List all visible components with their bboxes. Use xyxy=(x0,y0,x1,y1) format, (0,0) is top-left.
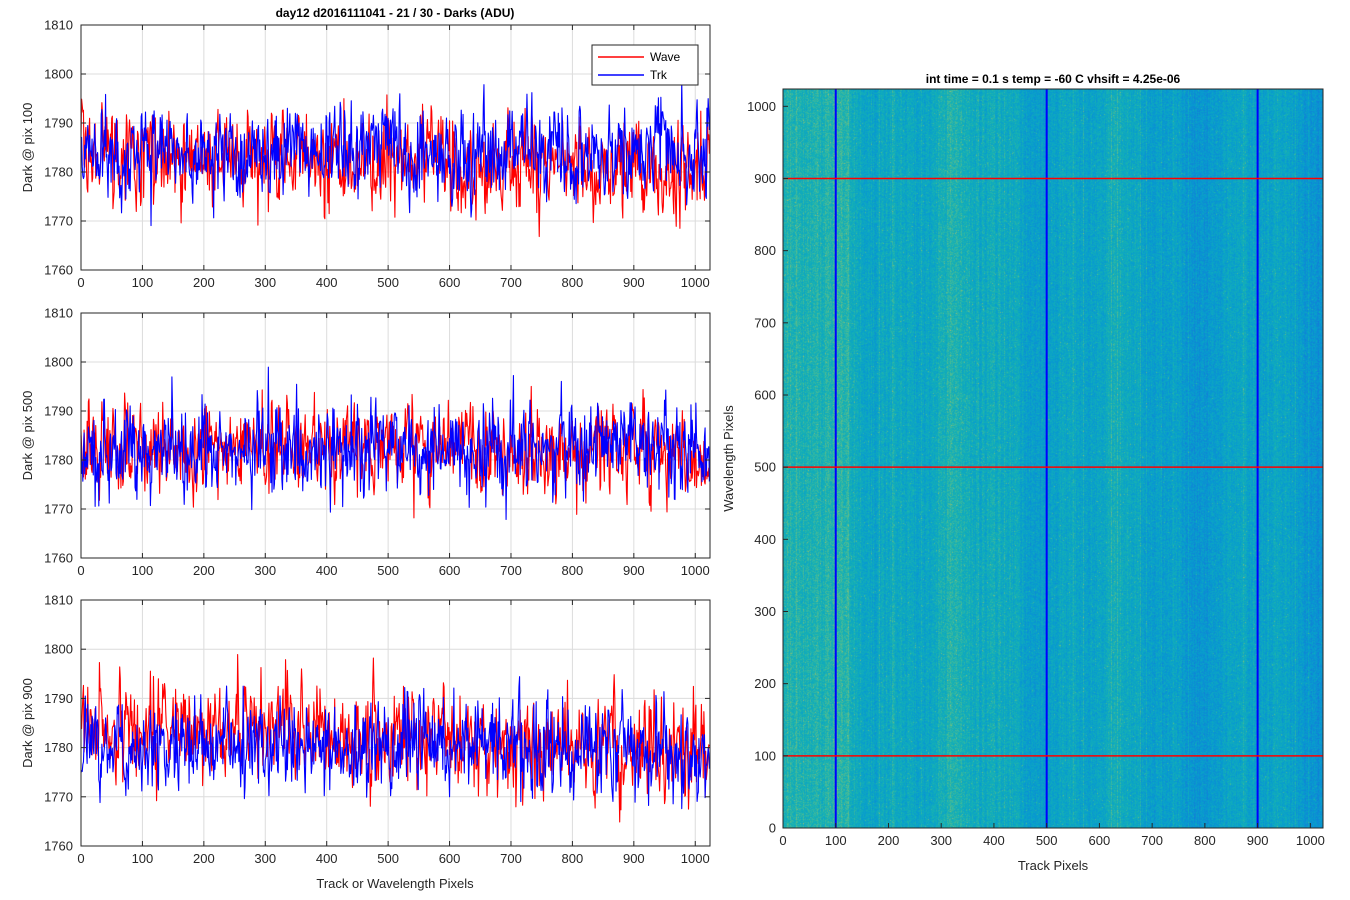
x-tick-label: 200 xyxy=(193,563,215,578)
x-tick-label: 300 xyxy=(254,851,276,866)
x-tick-label: 300 xyxy=(254,563,276,578)
series-line-trk xyxy=(80,80,710,227)
x-tick-label: 0 xyxy=(77,563,84,578)
y-tick-label: 1790 xyxy=(44,404,73,419)
y-tick-label: 1810 xyxy=(44,306,73,321)
y-tick-label: 800 xyxy=(754,243,776,258)
y-axis-label: Wavelength Pixels xyxy=(721,405,736,512)
y-tick-label: 1770 xyxy=(44,789,73,804)
x-tick-label: 200 xyxy=(193,851,215,866)
line-panel-pix-900: 0 100 200 300 400 500 600 700 800 900 1000 1760 1770… xyxy=(20,593,711,891)
legend-label-wave: Wave xyxy=(650,50,681,64)
x-tick-label: 400 xyxy=(316,275,338,290)
y-tick-label: 600 xyxy=(754,387,776,402)
y-tick-label: 1760 xyxy=(44,839,73,854)
x-tick-label: 500 xyxy=(377,851,399,866)
line-panel-pix-100: day12 d2016111041 - 21 / 30 - Darks (ADU… xyxy=(20,6,711,290)
x-tick-label: 700 xyxy=(500,851,522,866)
x-tick-label: 0 xyxy=(77,851,84,866)
y-tick-label: 1770 xyxy=(44,214,73,229)
series-line-trk xyxy=(80,366,710,520)
x-tick-label: 100 xyxy=(132,563,154,578)
x-axis-label: Track or Wavelength Pixels xyxy=(316,876,474,891)
figure-title: day12 d2016111041 - 21 / 30 - Darks (ADU… xyxy=(276,6,515,20)
x-tick-label: 900 xyxy=(623,851,645,866)
y-tick-label: 1770 xyxy=(44,502,73,517)
y-tick-label: 1810 xyxy=(44,593,73,608)
x-tick-label: 0 xyxy=(77,275,84,290)
y-tick-label: 700 xyxy=(754,315,776,330)
x-tick-label: 800 xyxy=(562,563,584,578)
x-tick-label: 900 xyxy=(623,563,645,578)
axes-box xyxy=(80,24,711,271)
x-tick-label: 400 xyxy=(316,563,338,578)
y-tick-label: 1780 xyxy=(44,453,73,468)
y-tick-label: 1780 xyxy=(44,165,73,180)
x-axis-label: Track Pixels xyxy=(1018,858,1089,873)
x-tick-label: 900 xyxy=(1247,833,1269,848)
axes-box xyxy=(80,312,711,559)
x-tick-label: 1000 xyxy=(1296,833,1325,848)
y-axis-label: Dark @ pix 100 xyxy=(20,103,35,193)
x-tick-label: 900 xyxy=(623,275,645,290)
x-tick-label: 100 xyxy=(132,275,154,290)
y-tick-label: 1000 xyxy=(747,99,776,114)
legend-label-trk: Trk xyxy=(650,68,668,82)
x-tick-label: 1000 xyxy=(681,563,710,578)
x-tick-label: 300 xyxy=(930,833,952,848)
axes-box xyxy=(80,599,711,847)
x-tick-label: 1000 xyxy=(681,275,710,290)
y-tick-label: 500 xyxy=(754,460,776,475)
x-tick-label: 600 xyxy=(439,563,461,578)
axes-box xyxy=(782,88,1324,829)
x-tick-label: 800 xyxy=(562,851,584,866)
x-tick-label: 400 xyxy=(316,851,338,866)
y-tick-label: 1790 xyxy=(44,116,73,131)
y-tick-label: 1790 xyxy=(44,691,73,706)
heatmap-title: int time = 0.1 s temp = -60 C vhsift = 4… xyxy=(926,72,1181,86)
y-tick-label: 100 xyxy=(754,748,776,763)
x-tick-label: 600 xyxy=(1089,833,1111,848)
y-tick-label: 1760 xyxy=(44,551,73,566)
y-axis-label: Dark @ pix 900 xyxy=(20,678,35,768)
x-tick-label: 700 xyxy=(1141,833,1163,848)
x-tick-label: 1000 xyxy=(681,851,710,866)
y-tick-label: 0 xyxy=(769,821,776,836)
x-tick-label: 200 xyxy=(193,275,215,290)
y-tick-label: 300 xyxy=(754,604,776,619)
y-tick-label: 200 xyxy=(754,676,776,691)
x-tick-label: 500 xyxy=(377,563,399,578)
x-tick-label: 600 xyxy=(439,275,461,290)
series-line-wave xyxy=(80,654,710,823)
x-tick-label: 700 xyxy=(500,275,522,290)
y-tick-label: 1810 xyxy=(44,18,73,33)
x-tick-label: 700 xyxy=(500,563,522,578)
y-tick-label: 400 xyxy=(754,532,776,547)
x-tick-label: 0 xyxy=(779,833,786,848)
x-tick-label: 600 xyxy=(439,851,461,866)
series-line-trk xyxy=(80,676,710,810)
x-tick-label: 500 xyxy=(1036,833,1058,848)
line-panel-pix-500: 0 100 200 300 400 500 600 700 800 900 1000 1760 1770… xyxy=(20,306,711,578)
heatmap-image xyxy=(783,89,1323,828)
x-tick-label: 800 xyxy=(562,275,584,290)
x-tick-label: 300 xyxy=(254,275,276,290)
y-axis-label: Dark @ pix 500 xyxy=(20,391,35,481)
y-tick-label: 900 xyxy=(754,171,776,186)
legend-box xyxy=(591,44,699,86)
legend: Wave Trk xyxy=(591,44,699,86)
x-tick-label: 400 xyxy=(983,833,1005,848)
x-tick-label: 100 xyxy=(132,851,154,866)
y-tick-label: 1780 xyxy=(44,740,73,755)
x-tick-label: 500 xyxy=(377,275,399,290)
x-tick-label: 200 xyxy=(878,833,900,848)
x-tick-label: 800 xyxy=(1194,833,1216,848)
heatmap-panel: int time = 0.1 s temp = -60 C vhsift = 4… xyxy=(721,72,1325,873)
y-tick-label: 1760 xyxy=(44,263,73,278)
y-tick-label: 1800 xyxy=(44,355,73,370)
y-tick-label: 1800 xyxy=(44,642,73,657)
y-tick-label: 1800 xyxy=(44,67,73,82)
x-tick-label: 100 xyxy=(825,833,847,848)
